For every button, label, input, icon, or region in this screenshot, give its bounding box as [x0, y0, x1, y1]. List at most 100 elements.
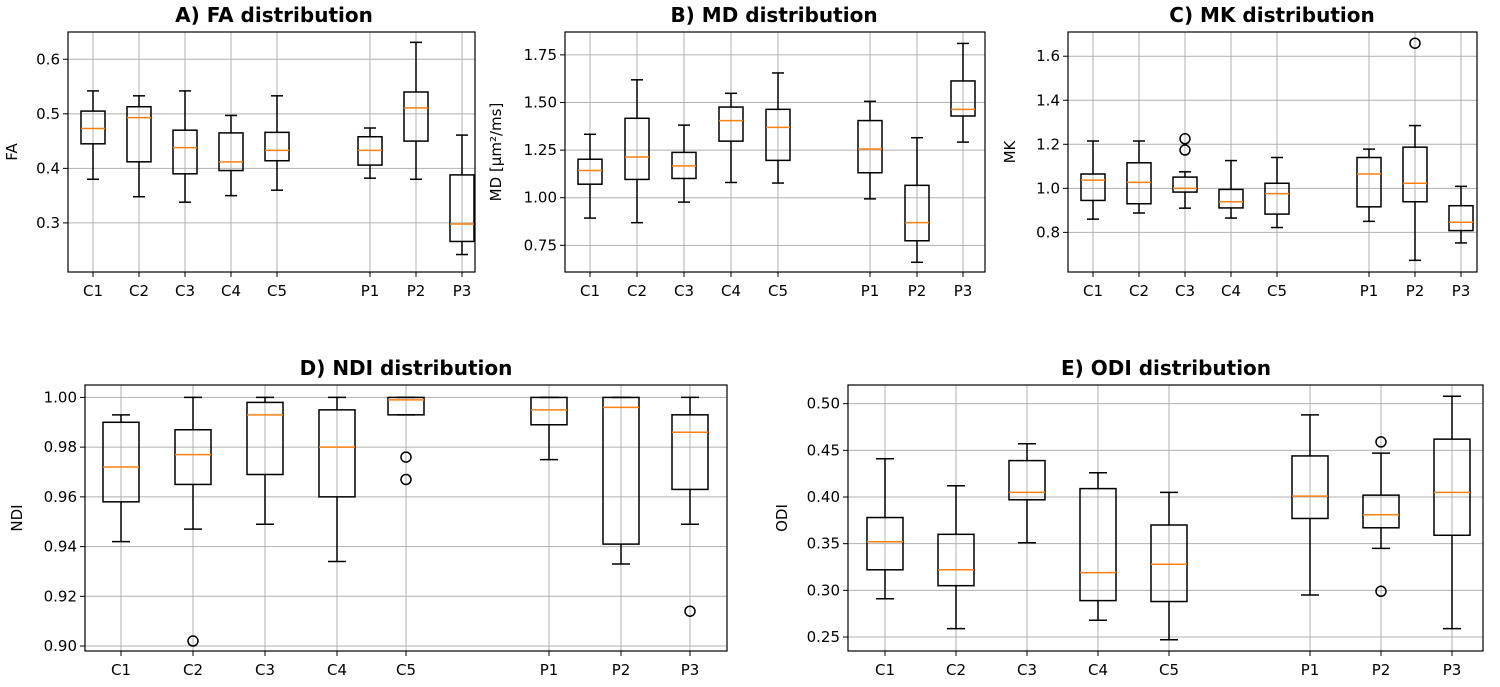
y-tick-label: 0.30: [807, 581, 840, 599]
plot-frame: [1067, 31, 1478, 273]
iqr-box: [1150, 524, 1188, 603]
outlier-point: [400, 451, 412, 463]
box-p1: [1356, 148, 1382, 223]
x-tick-label: P1: [861, 282, 880, 300]
x-tick-label: C4: [1221, 282, 1241, 300]
box-p2: [904, 136, 930, 264]
iqr-box: [530, 396, 568, 426]
y-axis-label: NDI: [8, 504, 26, 531]
iqr-box: [904, 184, 930, 242]
iqr-box: [80, 110, 106, 145]
iqr-box: [624, 117, 650, 181]
box-c2: [624, 79, 650, 224]
outlier-point: [1375, 585, 1387, 598]
plot-frame: [67, 31, 476, 273]
y-tick-label: 0.50: [807, 395, 840, 413]
y-tick-label: 1.75: [524, 46, 557, 64]
x-tick-label: P3: [954, 282, 973, 300]
box-p2: [1362, 436, 1400, 598]
chart-panel-4: 0.90 0.92 0.94 0.96 0.98 1.00 C1 C2 C3 C4 C5 P1 P2 P3…: [8, 356, 728, 679]
x-tick-label: P2: [908, 282, 927, 300]
box-p3: [449, 134, 475, 256]
chart-panel-5: 0.25 0.30 0.35 0.40 0.45 0.50 C1 C2 C3 C4 C5 P1 P2 P3…: [773, 356, 1484, 679]
iqr-box: [174, 428, 212, 486]
box-p1: [1291, 414, 1329, 596]
x-tick-label: C4: [327, 661, 347, 679]
box-c1: [102, 414, 140, 543]
box-c1: [80, 90, 106, 181]
x-tick-label: C1: [83, 282, 103, 300]
y-tick-label: 1.2: [1036, 135, 1060, 153]
x-tick-label: C2: [183, 661, 203, 679]
x-tick-label: C1: [580, 282, 600, 300]
iqr-box: [1356, 156, 1382, 208]
iqr-box: [602, 396, 640, 545]
iqr-box: [1218, 188, 1244, 209]
y-tick-label: 0.96: [44, 488, 77, 506]
x-tick-label: P1: [1301, 661, 1320, 679]
iqr-box: [1172, 176, 1198, 193]
x-tick-label: C2: [627, 282, 647, 300]
iqr-box: [387, 396, 425, 416]
iqr-box: [1079, 487, 1117, 602]
x-tick-label: C2: [129, 282, 149, 300]
box-c1: [1080, 140, 1106, 220]
x-tick-label: C5: [1159, 661, 1179, 679]
y-tick-label: 0.6: [36, 50, 60, 68]
x-tick-label: C3: [1017, 661, 1037, 679]
box-c3: [246, 396, 284, 525]
box-c1: [866, 457, 904, 600]
box-c4: [218, 114, 244, 197]
box-c2: [937, 485, 975, 630]
y-tick-label: 1.4: [1036, 91, 1060, 109]
iqr-box: [718, 106, 744, 142]
x-tick-label: C5: [768, 282, 788, 300]
x-tick-label: P3: [681, 661, 700, 679]
y-tick-label: 1.25: [524, 141, 557, 159]
iqr-box: [102, 421, 140, 503]
box-c3: [172, 90, 198, 203]
y-tick-label: 1.50: [524, 93, 557, 111]
outlier-point: [1179, 144, 1191, 156]
iqr-box: [1264, 182, 1290, 215]
iqr-box: [449, 174, 475, 243]
iqr-box: [1008, 459, 1046, 501]
box-c3: [671, 124, 697, 203]
x-tick-label: C5: [1267, 282, 1287, 300]
iqr-box: [1126, 162, 1152, 205]
box-c2: [174, 396, 212, 647]
box-c4: [1218, 159, 1244, 219]
x-tick-label: C1: [875, 661, 895, 679]
outlier-point: [187, 635, 199, 647]
box-p1: [857, 100, 883, 200]
y-tick-label: 1.00: [524, 189, 557, 207]
plot-frame: [847, 384, 1484, 652]
chart-title: D) NDI distribution: [300, 356, 513, 380]
box-c4: [718, 92, 744, 184]
iqr-box: [950, 80, 976, 117]
y-tick-label: 0.3: [36, 214, 60, 232]
box-c5: [765, 72, 791, 184]
box-c5: [1150, 491, 1188, 641]
chart-panel-3: 0.8 1.0 1.2 1.4 1.6 C1 C2 C3 C4 C5 P1 P2 P3 C) MK dis…: [1001, 3, 1478, 300]
iqr-box: [1433, 438, 1471, 537]
box-c3: [1008, 443, 1046, 544]
y-tick-label: 0.90: [44, 637, 77, 655]
x-tick-label: P3: [1452, 282, 1471, 300]
x-tick-label: P1: [1360, 282, 1379, 300]
box-c1: [577, 133, 603, 219]
x-tick-label: C5: [396, 661, 416, 679]
y-axis-label: MD [μm²/ms]: [487, 103, 505, 202]
iqr-box: [866, 516, 904, 571]
x-tick-label: P3: [1443, 661, 1462, 679]
iqr-box: [937, 533, 975, 587]
iqr-box: [246, 401, 284, 476]
x-tick-label: C1: [111, 661, 131, 679]
outlier-point: [1375, 436, 1387, 448]
chart-title: E) ODI distribution: [1061, 356, 1271, 380]
plot-frame: [564, 31, 986, 273]
y-tick-label: 0.25: [807, 628, 840, 646]
box-p3: [1433, 395, 1471, 630]
x-tick-label: C5: [267, 282, 287, 300]
outlier-point: [400, 473, 412, 486]
